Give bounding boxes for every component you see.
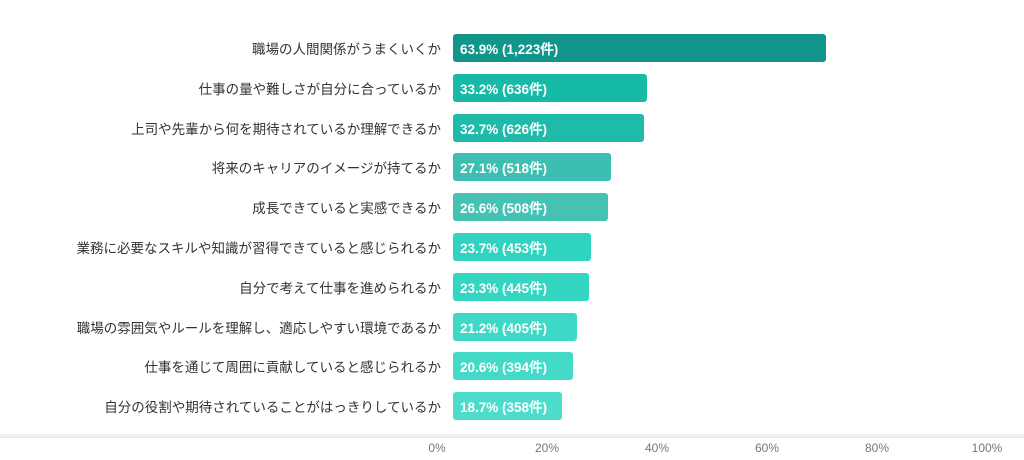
- bar: 32.7% (626件): [453, 113, 644, 142]
- bar-data-label: 27.1% (518件): [460, 161, 548, 177]
- bar-data-label: 32.7% (626件): [460, 121, 548, 137]
- bar: 18.7% (358件): [453, 392, 563, 421]
- category-label: 自分の役割や期待されていることがはっきりしているか: [104, 400, 441, 416]
- category-label: 職場の雰囲気やルールを理解し、適応しやすい環境であるか: [76, 320, 441, 336]
- category-label: 上司や先輩から何を期待されているか理解できるか: [131, 121, 441, 137]
- category-label: 将来のキャリアのイメージが持てるか: [211, 161, 441, 177]
- bar-data-label: 23.7% (453件): [460, 241, 548, 256]
- bar: 26.6% (508件): [453, 193, 609, 222]
- x-tick-label: 60%: [754, 441, 780, 455]
- bar: 33.2% (636件): [453, 73, 647, 102]
- category-label: 成長できていると実感できるか: [252, 201, 441, 217]
- bar: 20.6% (394件): [453, 352, 574, 381]
- category-label: 自分で考えて仕事を進められるか: [239, 280, 441, 296]
- category-label: 仕事を通じて周囲に貢献していると感じられるか: [144, 360, 441, 376]
- x-axis-line: [0, 434, 1024, 438]
- bar-data-label: 26.6% (508件): [460, 201, 548, 217]
- bar: 23.7% (453件): [453, 233, 592, 261]
- category-label: 職場の人間関係がうまくいくか: [252, 42, 441, 57]
- bar-data-label: 20.6% (394件): [460, 360, 548, 376]
- bar-data-label: 21.2% (405件): [460, 320, 548, 336]
- x-tick-label: 100%: [971, 441, 1003, 455]
- x-tick-label: 0%: [428, 441, 446, 455]
- x-tick-label: 20%: [534, 441, 560, 455]
- x-tick-label: 40%: [644, 441, 670, 455]
- category-label: 仕事の量や難しさが自分に合っているか: [198, 81, 441, 97]
- x-tick-label: 80%: [864, 441, 890, 455]
- bar: 21.2% (405件): [453, 312, 577, 341]
- bar: 27.1% (518件): [453, 153, 612, 182]
- bar: 63.9% (1,223件): [453, 34, 827, 62]
- bar-data-label: 23.3% (445件): [460, 280, 548, 296]
- bar-data-label: 18.7% (358件): [460, 400, 548, 416]
- bar-data-label: 33.2% (636件): [460, 81, 548, 97]
- bar: 23.3% (445件): [453, 272, 590, 301]
- category-label: 業務に必要なスキルや知識が習得できていると感じられるか: [76, 241, 442, 256]
- bar-data-label: 63.9% (1,223件): [460, 42, 559, 57]
